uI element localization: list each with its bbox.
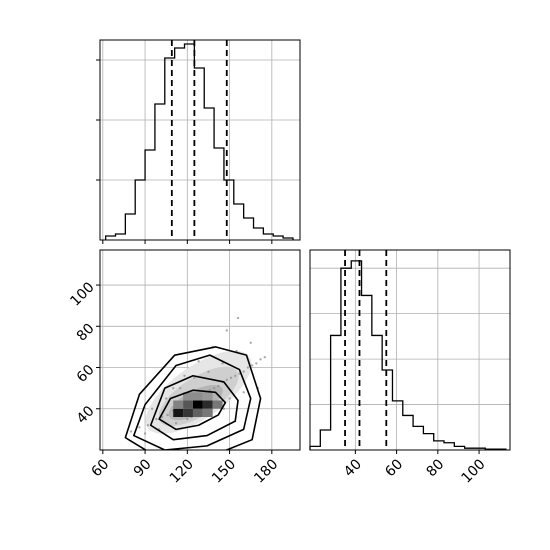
histogram-step: [309, 260, 507, 450]
density-cell: [212, 400, 223, 409]
scatter-point: [166, 413, 169, 417]
x-tick-label: 60: [382, 456, 406, 480]
x-tick-label: 180: [251, 456, 281, 486]
scatter-point: [146, 424, 150, 427]
scatter-point: [186, 417, 189, 421]
scatter-point: [234, 374, 237, 377]
scatter-point: [259, 358, 262, 361]
scatter-point: [179, 386, 182, 390]
y-tick-label: 80: [74, 321, 98, 345]
scatter-point: [155, 417, 158, 421]
x-tick-label: 100: [458, 456, 488, 486]
x-tick-label: 40: [341, 456, 365, 480]
density-cell: [173, 408, 184, 418]
scatter-point: [221, 362, 224, 365]
scatter-point: [172, 386, 175, 390]
scatter-point: [246, 366, 250, 369]
scatter-point: [183, 374, 186, 377]
scatter-point: [217, 384, 220, 388]
scatter-point: [228, 397, 231, 400]
y-marginal-histogram-panel: 40 60 80 100: [309, 249, 511, 487]
density-cell: [173, 400, 184, 409]
density-cell: [192, 400, 203, 409]
scatter-point: [143, 432, 147, 435]
density-cell: [192, 408, 203, 418]
xy-scatter-panel: 60 90 120 150 180 40 60 80 100: [67, 249, 301, 487]
x-marginal-histogram-panel: [96, 39, 301, 244]
scatter-point: [150, 407, 154, 410]
x-tick-label: 120: [167, 456, 197, 486]
scatter-point: [255, 362, 258, 365]
scatter-point: [197, 360, 200, 363]
scatter-point: [129, 430, 133, 433]
scatter-point: [193, 376, 196, 380]
contour-line: [133, 354, 252, 450]
scatter-point: [138, 426, 141, 429]
scatter-point: [207, 370, 210, 373]
contour-line: [158, 389, 227, 431]
density-cell: [183, 400, 193, 409]
plot-area: [100, 250, 300, 450]
scatter-point: [242, 391, 245, 394]
scatter-point: [242, 370, 245, 373]
axes-frame: [99, 249, 301, 451]
axes-frame: [99, 39, 301, 241]
x-tick-label: 80: [424, 456, 448, 480]
density-cell: [183, 408, 193, 418]
scatter-point: [174, 421, 178, 425]
y-tick-label: 40: [74, 403, 98, 427]
x-tick-label: 90: [131, 456, 155, 480]
scatter-point: [208, 389, 212, 392]
density-cell: [202, 392, 213, 401]
scatter-point: [263, 356, 266, 359]
scatter-point: [229, 376, 233, 380]
contour-line: [124, 346, 262, 450]
scatter-point: [222, 407, 226, 410]
y-tick-label: 100: [67, 279, 97, 309]
axes-frame: [309, 249, 511, 451]
scatter-point: [212, 386, 216, 390]
histogram-step: [104, 43, 294, 240]
scatter-point: [236, 316, 240, 320]
scatter-point: [225, 378, 228, 382]
contour-line: [149, 374, 239, 441]
density-cell: [183, 392, 193, 401]
scatter-point: [250, 364, 254, 367]
density-cell: [202, 408, 213, 418]
scatter-point: [225, 329, 228, 332]
scatter-point: [249, 341, 252, 344]
density-cell: [192, 392, 203, 401]
density-cell: [202, 400, 213, 409]
y-tick-label: 60: [74, 362, 98, 386]
x-tick-label: 60: [89, 456, 113, 480]
scatter-point: [164, 397, 168, 400]
x-tick-label: 150: [209, 456, 239, 486]
